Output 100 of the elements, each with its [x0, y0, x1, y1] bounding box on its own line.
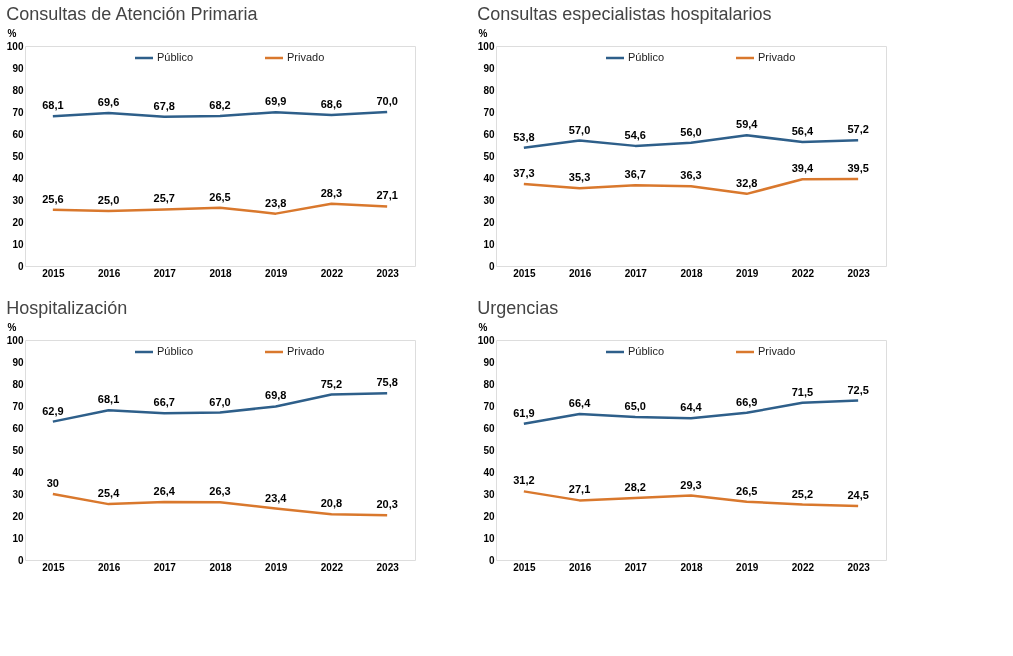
y-tick-label: 40 [12, 466, 24, 478]
data-label: 69,9 [265, 95, 287, 108]
x-tick-label: 2017 [624, 561, 648, 573]
chart-title: Consultas de Atención Primaria [6, 4, 259, 24]
y-tick-label: 50 [12, 150, 24, 162]
y-tick-label: 20 [12, 216, 24, 228]
x-tick-label: 2023 [847, 561, 871, 573]
data-label: 66,9 [736, 395, 758, 408]
x-tick-label: 2023 [376, 267, 400, 279]
y-tick-label: 90 [483, 62, 495, 74]
x-tick-label: 2023 [376, 561, 400, 573]
y-tick-label: 10 [12, 238, 24, 250]
x-tick-label: 2017 [624, 267, 648, 279]
y-tick-label: 50 [483, 444, 495, 456]
chart-title: Urgencias [477, 298, 559, 318]
y-tick-label: 60 [12, 128, 24, 140]
y-tick-label: 10 [483, 532, 495, 544]
y-tick-label: 60 [12, 422, 24, 434]
y-tick-label: 30 [483, 488, 495, 500]
y-tick-label: 60 [483, 422, 495, 434]
data-label: 66,4 [568, 396, 592, 409]
legend-label: Privado [287, 345, 325, 357]
legend-label: Público [157, 345, 194, 357]
y-axis-title: % [478, 321, 488, 333]
y-tick-label: 100 [6, 334, 24, 346]
data-label: 28,3 [320, 186, 343, 199]
y-tick-label: 20 [483, 216, 495, 228]
data-label: 71,5 [791, 385, 814, 398]
y-tick-label: 10 [483, 238, 495, 250]
data-label: 39,4 [791, 162, 815, 175]
legend-label: Privado [758, 345, 796, 357]
data-label: 67,8 [153, 99, 175, 112]
x-tick-label: 2019 [265, 267, 288, 279]
data-label: 65,0 [624, 400, 646, 412]
legend-label: Público [157, 51, 194, 63]
y-tick-label: 60 [483, 128, 495, 140]
data-label: 70,0 [376, 95, 398, 107]
data-label: 67,0 [209, 395, 231, 408]
data-label: 39,5 [847, 162, 869, 175]
data-label: 75,2 [320, 377, 343, 390]
y-tick-label: 40 [483, 466, 495, 478]
data-label: 27,1 [376, 189, 398, 202]
data-label: 26,4 [153, 484, 176, 497]
x-tick-label: 2015 [513, 561, 536, 573]
y-tick-label: 90 [12, 356, 24, 368]
data-label: 56,0 [680, 125, 702, 138]
data-label: 31,2 [513, 474, 535, 487]
data-label: 59,4 [736, 118, 759, 131]
data-label: 37,3 [513, 166, 535, 179]
data-label: 36,3 [680, 169, 702, 182]
data-label: 26,5 [209, 190, 231, 203]
y-tick-label: 40 [483, 172, 495, 184]
x-tick-label: 2018 [680, 267, 704, 279]
data-label: 61,9 [513, 406, 535, 419]
y-tick-label: 80 [12, 84, 24, 96]
x-tick-label: 2019 [265, 561, 288, 573]
y-tick-label: 90 [483, 356, 495, 368]
y-tick-label: 0 [17, 554, 24, 566]
data-label: 23,4 [265, 491, 288, 504]
x-tick-label: 2016 [97, 561, 121, 573]
y-tick-label: 20 [483, 510, 495, 522]
data-label: 57,0 [568, 123, 591, 136]
y-tick-label: 50 [12, 444, 24, 456]
data-label: 25,0 [97, 194, 120, 206]
x-tick-label: 2016 [97, 267, 121, 279]
data-label: 20,3 [376, 498, 398, 511]
data-label: 68,1 [97, 393, 120, 406]
y-tick-label: 0 [488, 554, 495, 566]
y-tick-label: 70 [12, 400, 24, 412]
legend-label: Público [628, 345, 665, 357]
y-tick-label: 80 [483, 378, 495, 390]
data-label: 68,6 [320, 98, 343, 111]
data-label: 27,1 [568, 483, 591, 496]
x-tick-label: 2015 [513, 267, 536, 279]
x-tick-label: 2019 [736, 267, 759, 279]
y-tick-label: 0 [488, 260, 495, 272]
y-tick-label: 100 [6, 40, 24, 52]
data-label: 68,1 [42, 99, 64, 112]
data-label: 53,8 [513, 130, 535, 143]
data-label: 57,2 [847, 123, 869, 136]
y-tick-label: 90 [12, 62, 24, 74]
x-tick-label: 2017 [153, 267, 177, 279]
y-tick-label: 70 [12, 106, 24, 118]
x-tick-label: 2019 [736, 561, 759, 573]
x-tick-label: 2022 [320, 561, 344, 573]
y-tick-label: 40 [12, 172, 24, 184]
x-tick-label: 2023 [847, 267, 871, 279]
data-label: 28,2 [624, 480, 646, 493]
chart-title: Consultas especialistas hospitalarios [477, 4, 772, 24]
x-tick-label: 2022 [320, 267, 344, 279]
data-label: 26,3 [209, 485, 231, 498]
x-tick-label: 2016 [568, 267, 592, 279]
legend-label: Privado [758, 51, 796, 63]
y-axis-title: % [7, 321, 17, 333]
data-label: 32,8 [736, 176, 758, 189]
y-tick-label: 80 [12, 378, 24, 390]
y-tick-label: 100 [477, 334, 495, 346]
y-tick-label: 100 [477, 40, 495, 52]
data-label: 54,6 [624, 128, 646, 141]
data-label: 69,8 [265, 389, 287, 402]
